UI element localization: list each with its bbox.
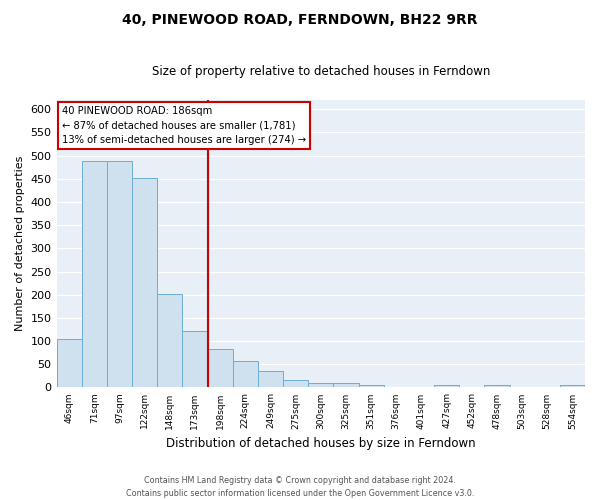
Y-axis label: Number of detached properties: Number of detached properties (15, 156, 25, 332)
Text: Contains HM Land Registry data © Crown copyright and database right 2024.
Contai: Contains HM Land Registry data © Crown c… (126, 476, 474, 498)
Bar (560, 385, 585, 388)
Bar (308, 383, 334, 388)
Bar (484, 385, 509, 388)
Bar (283, 380, 308, 388)
Bar (334, 383, 359, 388)
Bar (434, 385, 459, 388)
Bar (82, 161, 107, 388)
Bar (56, 339, 82, 388)
Title: Size of property relative to detached houses in Ferndown: Size of property relative to detached ho… (152, 65, 490, 78)
Bar (359, 385, 383, 388)
Bar (208, 349, 233, 388)
Bar (182, 331, 208, 388)
Bar (107, 161, 132, 388)
Text: 40, PINEWOOD ROAD, FERNDOWN, BH22 9RR: 40, PINEWOOD ROAD, FERNDOWN, BH22 9RR (122, 12, 478, 26)
Bar (132, 178, 157, 388)
Bar (157, 294, 182, 388)
Text: 40 PINEWOOD ROAD: 186sqm
← 87% of detached houses are smaller (1,781)
13% of sem: 40 PINEWOOD ROAD: 186sqm ← 87% of detach… (62, 106, 306, 144)
X-axis label: Distribution of detached houses by size in Ferndown: Distribution of detached houses by size … (166, 437, 476, 450)
Bar (233, 361, 258, 388)
Bar (258, 370, 283, 388)
